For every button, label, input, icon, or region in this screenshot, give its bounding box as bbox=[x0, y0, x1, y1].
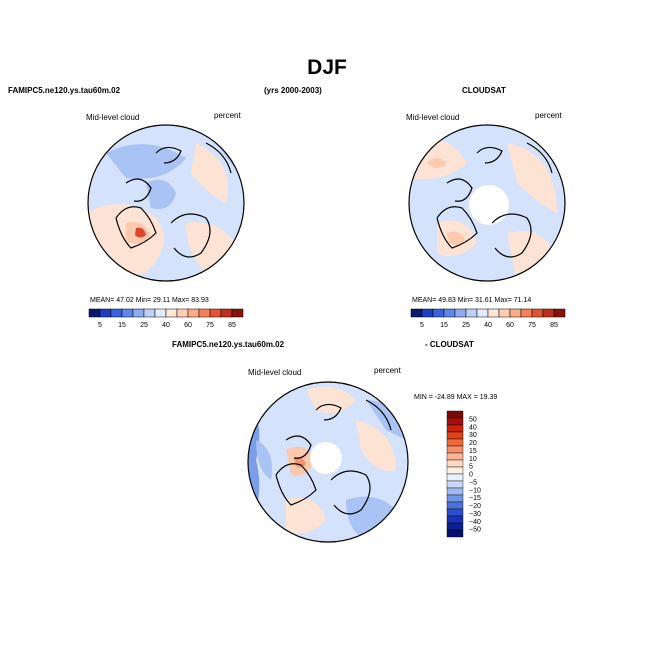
obs-units-label: percent bbox=[535, 111, 562, 120]
diff-colorbar-label: 15 bbox=[469, 448, 477, 455]
diff-units-label: percent bbox=[374, 366, 401, 375]
diff-colorbar-swatch bbox=[446, 438, 464, 447]
obs-colorbar-label: 5 bbox=[420, 322, 424, 329]
diff-colorbar-label: −15 bbox=[469, 495, 481, 502]
obs-colorbar-label: 40 bbox=[484, 322, 492, 329]
obs-colorbar-swatch bbox=[498, 308, 511, 318]
diff-colorbar-label: −30 bbox=[469, 511, 481, 518]
diff-colorbar-label: −5 bbox=[469, 479, 477, 486]
model-polar-map bbox=[87, 124, 245, 282]
model-colorbar-swatch bbox=[220, 308, 233, 318]
model-variable-label: Mid-level cloud bbox=[86, 113, 140, 122]
obs-colorbar-swatch bbox=[487, 308, 500, 318]
diff-polar-map bbox=[247, 381, 409, 543]
diff-colorbar-label: −50 bbox=[469, 527, 481, 534]
model-colorbar-swatch bbox=[165, 308, 178, 318]
model-colorbar-swatch bbox=[99, 308, 112, 318]
diff-colorbar-label: 50 bbox=[469, 416, 477, 423]
obs-colorbar-swatch bbox=[443, 308, 456, 318]
obs-colorbar: 515254060758595 bbox=[410, 308, 566, 329]
model-colorbar-swatch bbox=[176, 308, 189, 318]
diff-case-label: FAMIPC5.ne120.ys.tau60m.02 bbox=[172, 340, 285, 349]
obs-colorbar-swatch bbox=[465, 308, 478, 318]
model-case-label: FAMIPC5.ne120.ys.tau60m.02 bbox=[8, 86, 121, 95]
model-colorbar-label: 25 bbox=[140, 322, 148, 329]
diff-colorbar-label: 40 bbox=[469, 424, 477, 431]
diff-colorbar-swatch bbox=[446, 494, 464, 503]
diff-colorbar-swatch bbox=[446, 431, 464, 440]
obs-stats: MEAN= 49.83 Min= 31.61 Max= 71.14 bbox=[412, 297, 532, 304]
obs-colorbar-swatch bbox=[432, 308, 445, 318]
obs-colorbar-label: 25 bbox=[462, 322, 470, 329]
diff-colorbar-swatch bbox=[446, 417, 464, 426]
diff-colorbar-swatch bbox=[446, 424, 464, 433]
model-colorbar-swatch bbox=[154, 308, 167, 318]
diff-colorbar-swatch bbox=[446, 515, 464, 524]
obs-colorbar-swatch bbox=[454, 308, 467, 318]
diff-colorbar-swatch bbox=[446, 501, 464, 510]
model-colorbar: 515254060758595 bbox=[88, 308, 244, 329]
diff-colorbar-label: −10 bbox=[469, 487, 481, 494]
model-colorbar-label: 75 bbox=[206, 322, 214, 329]
obs-colorbar-label: 85 bbox=[550, 322, 558, 329]
diff-colorbar-swatch bbox=[446, 445, 464, 454]
obs-colorbar-label: 15 bbox=[440, 322, 448, 329]
obs-variable-label: Mid-level cloud bbox=[406, 113, 460, 122]
model-colorbar-label: 5 bbox=[98, 322, 102, 329]
obs-colorbar-label: 60 bbox=[506, 322, 514, 329]
years-label: (yrs 2000-2003) bbox=[264, 86, 322, 95]
obs-polar-map bbox=[408, 124, 566, 282]
diff-colorbar-swatch bbox=[446, 480, 464, 489]
diff-colorbar-swatch bbox=[446, 459, 464, 468]
diff-colorbar-label: 5 bbox=[469, 464, 473, 471]
diff-colorbar-swatch bbox=[446, 508, 464, 517]
model-units-label: percent bbox=[214, 111, 241, 120]
obs-colorbar-swatch bbox=[476, 308, 489, 318]
diff-variable-label: Mid-level cloud bbox=[248, 368, 302, 377]
model-colorbar-swatch bbox=[231, 308, 244, 318]
diff-colorbar-swatch bbox=[446, 522, 464, 531]
diff-colorbar-swatch bbox=[446, 466, 464, 475]
model-stats: MEAN= 47.02 Min= 29.11 Max= 83.93 bbox=[90, 297, 209, 304]
obs-colorbar-swatch bbox=[410, 308, 423, 318]
model-colorbar-swatch bbox=[187, 308, 200, 318]
diff-obs-label: - CLOUDSAT bbox=[425, 340, 474, 349]
model-colorbar-label: 85 bbox=[228, 322, 236, 329]
model-colorbar-swatch bbox=[132, 308, 145, 318]
diff-colorbar-swatch bbox=[446, 452, 464, 461]
obs-colorbar-swatch bbox=[509, 308, 522, 318]
diff-colorbar-label: −20 bbox=[469, 503, 481, 510]
model-colorbar-swatch bbox=[209, 308, 222, 318]
model-colorbar-swatch bbox=[110, 308, 123, 318]
diff-colorbar-swatch bbox=[446, 529, 464, 538]
model-colorbar-label: 60 bbox=[184, 322, 192, 329]
obs-colorbar-label: 75 bbox=[528, 322, 536, 329]
obs-colorbar-swatch bbox=[520, 308, 533, 318]
model-colorbar-swatch bbox=[143, 308, 156, 318]
obs-colorbar-swatch bbox=[553, 308, 566, 318]
model-colorbar-swatch bbox=[88, 308, 101, 318]
diff-colorbar-label: 30 bbox=[469, 432, 477, 439]
obs-colorbar-swatch bbox=[542, 308, 555, 318]
model-colorbar-label: 15 bbox=[118, 322, 126, 329]
model-colorbar-label: 40 bbox=[162, 322, 170, 329]
diff-colorbar-swatch bbox=[446, 410, 464, 419]
diff-colorbar-label: 10 bbox=[469, 456, 477, 463]
diff-stats: MIN = -24.89 MAX = 19.39 bbox=[414, 394, 498, 401]
diff-colorbar-label: 0 bbox=[469, 472, 473, 479]
model-colorbar-swatch bbox=[198, 308, 211, 318]
page-title: DJF bbox=[307, 56, 347, 79]
model-colorbar-swatch bbox=[121, 308, 134, 318]
diff-colorbar-label: −40 bbox=[469, 519, 481, 526]
obs-label: CLOUDSAT bbox=[462, 86, 506, 95]
diff-colorbar-swatch bbox=[446, 473, 464, 482]
obs-colorbar-swatch bbox=[531, 308, 544, 318]
diff-colorbar-swatch bbox=[446, 487, 464, 496]
obs-colorbar-swatch bbox=[421, 308, 434, 318]
diff-colorbar-label: 20 bbox=[469, 440, 477, 447]
